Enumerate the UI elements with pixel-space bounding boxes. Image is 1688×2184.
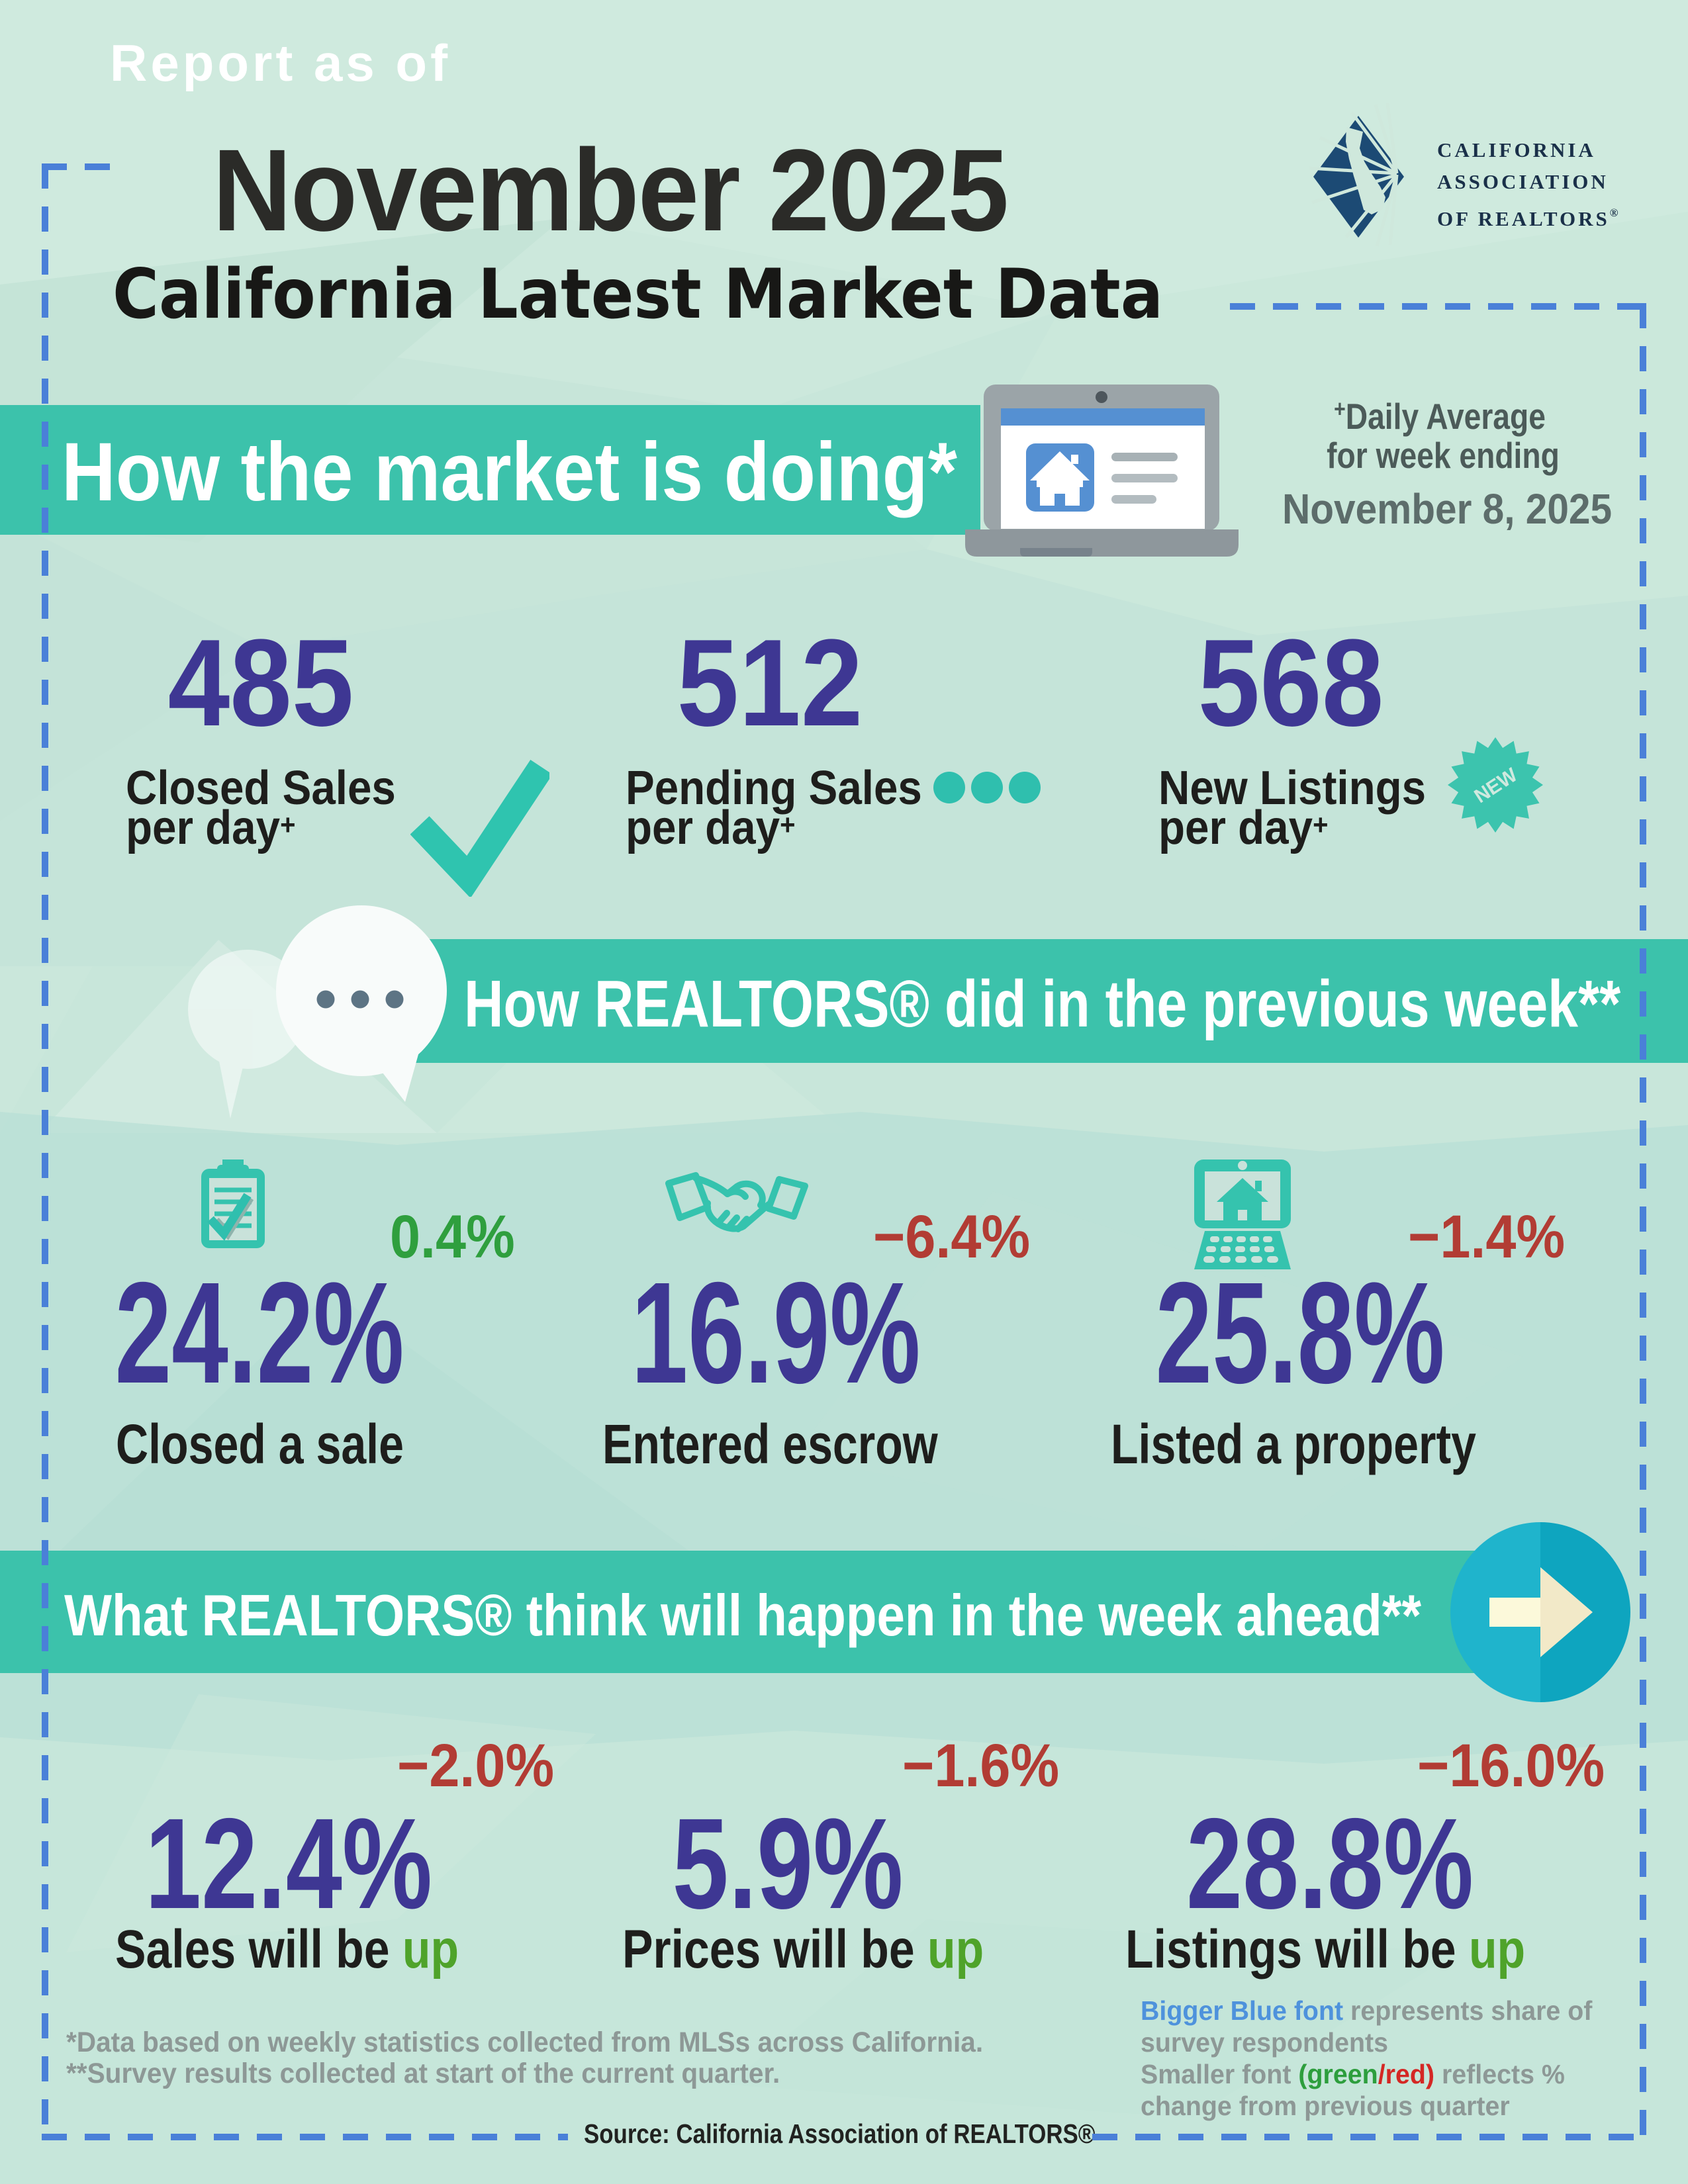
forecast-label-text: Sales will be (115, 1919, 402, 1979)
logo-line3: OF REALTORS (1437, 207, 1610, 230)
closed-sale-change: 0.4% (390, 1203, 515, 1271)
arrow-circle-icon (1450, 1522, 1630, 1702)
section-heading-week-ahead: What REALTORS® think will happen in the … (64, 1582, 1422, 1648)
stat-label-line1: Closed Sales (126, 762, 396, 815)
stat-label-plus-sup: + (1313, 809, 1329, 841)
source-attribution: Source: California Association of REALTO… (584, 2118, 1096, 2149)
daily-average-note-line2: for week ending (1327, 435, 1560, 476)
legend-blue-text: Bigger Blue font (1141, 1995, 1344, 2026)
report-month-title: November 2025 (212, 126, 1009, 255)
prices-up-change: −1.6% (902, 1732, 1060, 1799)
legend-green-text: (green (1298, 2059, 1378, 2089)
ellipsis-dots-icon (933, 772, 1041, 803)
stat-label-line1: Pending Sales (626, 762, 922, 815)
footnotes: *Data based on weekly statistics collect… (66, 2027, 983, 2089)
entered-escrow-label: Entered escrow (602, 1413, 938, 1475)
stat-label-line2: per day (626, 801, 780, 854)
stat-label-plus-sup: + (780, 809, 796, 841)
listed-property-change: −1.4% (1408, 1203, 1566, 1271)
daily-note-plus-sign: + (1334, 395, 1346, 422)
listings-up-change: −16.0% (1417, 1732, 1605, 1799)
forecast-label-text: Prices will be (622, 1919, 928, 1979)
daily-average-note-line1: +Daily Average (1334, 397, 1546, 435)
page-title: California Latest Market Data (113, 255, 1164, 334)
closed-sale-label: Closed a sale (116, 1413, 404, 1475)
daily-note-text: Daily Average (1345, 396, 1546, 437)
new-listings-label: New Listings per day+ (1158, 764, 1426, 852)
footnote-line2: **Survey results collected at start of t… (66, 2058, 780, 2089)
check-icon (410, 759, 549, 897)
report-as-of-label: Report as of (110, 34, 451, 92)
stat-label-plus-sup: + (280, 809, 296, 841)
car-logo-wordmark: CALIFORNIA ASSOCIATION OF REALTORS® (1437, 134, 1618, 235)
registered-mark: ® (1609, 206, 1618, 219)
legend-note: Bigger Blue font represents share of sur… (1141, 1995, 1592, 2122)
logo-line2: ASSOCIATION (1437, 169, 1609, 193)
section-heading-market: How the market is doing* (62, 426, 957, 518)
section-band-week-ahead (0, 1551, 1475, 1673)
week-ending-date: November 8, 2025 (1282, 485, 1613, 533)
legend-text-line4: change from previous quarter (1141, 2091, 1510, 2121)
listed-property-value: 25.8% (1155, 1253, 1445, 1414)
section-band-market (0, 405, 980, 535)
pending-sales-label: Pending Sales per day+ (626, 764, 922, 852)
new-listings-value: 568 (1197, 614, 1384, 752)
sales-up-value: 12.4% (144, 1792, 433, 1936)
closed-sales-value: 485 (167, 614, 354, 752)
car-logo-icon (1309, 103, 1404, 247)
stat-label-line2: per day (1158, 801, 1313, 854)
handshake-icon (665, 1172, 808, 1232)
stat-label-line1: New Listings (1158, 762, 1427, 815)
forecast-label-up: up (1468, 1919, 1526, 1979)
new-starburst-badge: NEW (1448, 737, 1543, 833)
prices-up-value: 5.9% (672, 1792, 904, 1936)
legend-text-line3: Smaller font (1141, 2059, 1299, 2089)
speech-bubbles-icon (188, 905, 447, 1118)
sales-up-label: Sales will be up (115, 1923, 459, 1977)
legend-slash: / (1378, 2059, 1385, 2089)
stat-label-line2: per day (126, 801, 281, 854)
legend-text-line3-end: reflects % (1434, 2059, 1565, 2089)
logo-line1: CALIFORNIA (1437, 138, 1596, 161)
closed-sales-label: Closed Sales per day+ (126, 764, 396, 852)
legend-text-line2: survey respondents (1141, 2027, 1389, 2058)
forecast-label-text: Listings will be (1125, 1919, 1469, 1979)
listings-up-label: Listings will be up (1125, 1923, 1525, 1977)
pending-sales-value: 512 (677, 614, 863, 752)
entered-escrow-value: 16.9% (631, 1253, 921, 1414)
legend-text: represents share of (1343, 1995, 1593, 2026)
forecast-label-up: up (927, 1919, 984, 1979)
section-heading-previous-week: How REALTORS® did in the previous week** (464, 967, 1621, 1041)
clipboard-check-icon (201, 1160, 265, 1248)
listed-property-label: Listed a property (1111, 1413, 1477, 1475)
prices-up-label: Prices will be up (622, 1923, 984, 1977)
sales-up-change: −2.0% (397, 1732, 555, 1799)
forecast-label-up: up (402, 1919, 459, 1979)
closed-sale-value: 24.2% (115, 1253, 404, 1414)
legend-red-text: red) (1385, 2059, 1435, 2089)
section-band-previous-week (397, 939, 1688, 1063)
listings-up-value: 28.8% (1186, 1792, 1474, 1936)
footnote-line1: *Data based on weekly statistics collect… (66, 2026, 984, 2058)
entered-escrow-change: −6.4% (873, 1203, 1031, 1271)
laptop-browser-icon (965, 385, 1239, 557)
laptop-house-icon (1194, 1160, 1291, 1269)
